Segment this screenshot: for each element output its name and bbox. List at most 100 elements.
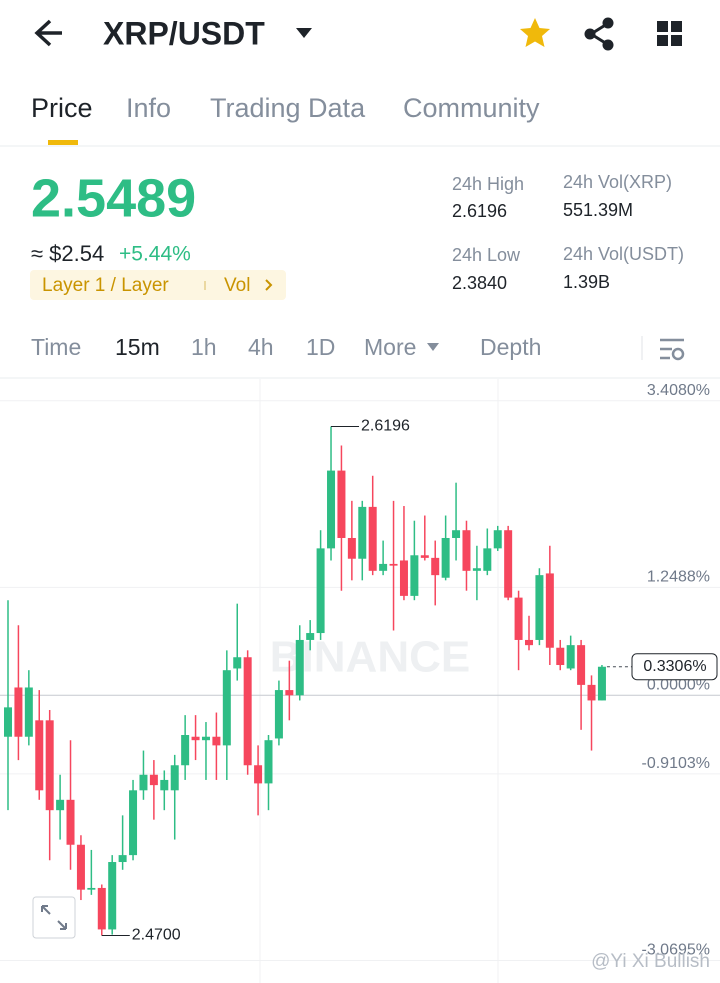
candle-body	[493, 530, 502, 549]
stat-label: 24h Low	[452, 245, 521, 265]
candle-body	[233, 657, 242, 669]
candle-body	[56, 799, 65, 811]
high-marker: 2.6196	[361, 418, 410, 435]
candle-body	[483, 548, 492, 571]
candle-body	[108, 862, 117, 930]
candle-body	[170, 765, 179, 791]
candle-body	[556, 647, 565, 666]
candle-body	[45, 720, 54, 811]
candle-body	[97, 887, 106, 930]
candle-body	[87, 887, 96, 890]
grid-menu[interactable]	[657, 21, 682, 46]
tag-box[interactable]	[30, 270, 286, 300]
y-tick-label: 0.0000%	[647, 676, 710, 693]
candle-body	[139, 774, 148, 791]
chart-settings[interactable]	[660, 338, 685, 361]
more-caret	[427, 343, 439, 351]
interval[interactable]: 4h	[248, 334, 274, 360]
candle-body	[35, 720, 44, 791]
tab[interactable]: Price	[31, 93, 93, 123]
y-tick-label: -3.0695%	[642, 942, 711, 959]
candle-body	[514, 597, 523, 640]
candle-body	[149, 774, 158, 786]
last-price: 2.5489	[31, 168, 196, 228]
current-price-box	[631, 653, 718, 681]
candle-body	[316, 548, 325, 634]
interval[interactable]: 1h	[191, 334, 217, 360]
candle-body	[24, 687, 33, 737]
candle-body	[358, 506, 367, 559]
candle-body	[577, 645, 586, 685]
favorite-star[interactable]	[520, 18, 550, 47]
candle-body	[160, 779, 169, 791]
candle-body	[212, 736, 221, 746]
stat-label: 24h Vol(XRP)	[563, 172, 672, 192]
stat-value: 551.39M	[563, 200, 633, 220]
fiat-price: ≈ $2.54	[31, 241, 104, 266]
candle-body	[379, 563, 388, 571]
candle-body	[222, 670, 231, 746]
stat-label: 24h High	[452, 174, 524, 194]
candle-body	[66, 799, 75, 845]
tag-action[interactable]: Vol	[224, 275, 250, 296]
candle-body	[243, 657, 252, 766]
candle-body	[4, 707, 12, 737]
candle-body	[566, 645, 575, 669]
candle-body	[431, 557, 440, 576]
candle-body	[420, 555, 429, 558]
interval[interactable]: More	[364, 334, 416, 360]
stat-value: 1.39B	[563, 272, 610, 292]
tab-indicator	[48, 140, 78, 145]
tab[interactable]: Community	[403, 93, 540, 123]
candle-body	[337, 470, 346, 538]
tag[interactable]: Layer 1 / Layer	[42, 275, 169, 296]
candle-body	[399, 560, 408, 596]
plot: 3.4080% 1.2488% 0.0000% -0.9103% -3.0695% 2.6…	[0, 382, 720, 961]
candle-body	[264, 740, 273, 784]
watermark: @Yi Xi Bullish	[591, 951, 710, 972]
candle-body	[389, 563, 398, 566]
candle-body	[129, 790, 138, 856]
stat-label: 24h Vol(USDT)	[563, 244, 684, 264]
candle-body	[525, 639, 533, 646]
current-price-label: 0.3306%	[643, 658, 706, 675]
candle-body	[295, 639, 304, 696]
interval[interactable]: 15m	[115, 334, 160, 360]
candle-body	[327, 470, 336, 549]
y-tick-label: 1.2488%	[647, 569, 710, 586]
y-tick-label: 3.4080%	[647, 382, 710, 399]
back-button[interactable]	[34, 19, 62, 47]
share-button[interactable]	[584, 17, 614, 51]
candle-body	[181, 735, 190, 766]
pair-title[interactable]: XRP/USDT	[103, 15, 265, 51]
y-tick-label: -0.9103%	[642, 755, 711, 772]
tab[interactable]: Trading Data	[210, 93, 366, 123]
candle-body	[368, 506, 377, 571]
candle-body	[347, 537, 356, 559]
candle-body	[254, 765, 263, 784]
expand-button[interactable]	[32, 896, 76, 939]
candle-body	[410, 555, 419, 596]
interval[interactable]: Time	[31, 334, 81, 360]
tag-chevron	[265, 279, 273, 291]
candle-body	[452, 530, 461, 538]
candle-body	[76, 844, 85, 890]
candle-body	[14, 687, 23, 737]
interval[interactable]: 1D	[306, 334, 335, 360]
price-change: +5.44%	[119, 243, 191, 266]
candle-body	[441, 537, 450, 578]
candle-body	[285, 690, 294, 696]
candle-body	[545, 573, 554, 648]
candle-body	[535, 575, 544, 640]
candle-body	[462, 530, 471, 571]
candle-body	[472, 568, 481, 571]
candle-body	[274, 690, 283, 739]
candle-body	[201, 736, 210, 741]
candle-body	[118, 855, 127, 863]
interval[interactable]: Depth	[480, 334, 541, 360]
candle-body	[504, 530, 513, 598]
tab[interactable]: Info	[126, 93, 171, 123]
pair-caret[interactable]	[296, 28, 312, 38]
low-marker: 2.4700	[132, 927, 181, 944]
